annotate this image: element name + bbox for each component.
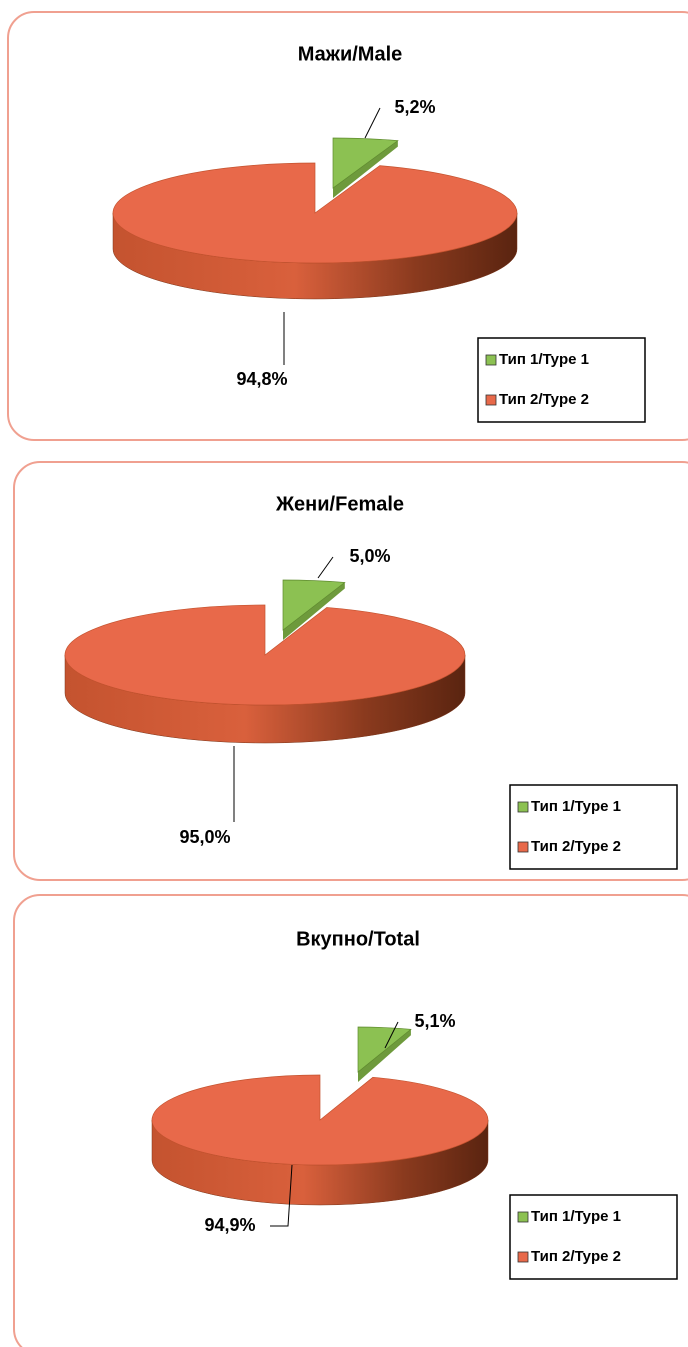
- value-label: 95,0%: [179, 827, 230, 847]
- slice-face: [358, 1029, 411, 1082]
- pie-slice: [357, 1026, 412, 1073]
- chart-title: Жени/Female: [275, 493, 404, 515]
- legend-swatch: [517, 801, 529, 813]
- leader-line: [384, 1021, 399, 1049]
- pie-slice: [64, 604, 466, 706]
- chart-title: Вкупно/Total: [296, 928, 420, 950]
- legend-label: Тип 1/Type 1: [531, 798, 621, 815]
- chart-title: Мажи/Male: [298, 43, 403, 65]
- legend-swatch: [485, 354, 497, 366]
- legend-label: Тип 1/Type 1: [499, 351, 589, 368]
- legend-swatch: [517, 1251, 529, 1263]
- legend-label: Тип 2/Type 2: [531, 838, 621, 855]
- legend-box: [509, 784, 678, 870]
- panel-border: [13, 894, 688, 1347]
- value-label: 5,2%: [394, 97, 435, 117]
- legend-swatch: [517, 841, 529, 853]
- value-label: 94,8%: [236, 369, 287, 389]
- leader-line: [364, 107, 381, 139]
- legend-box: [509, 1194, 678, 1280]
- pie-slice: [332, 137, 399, 189]
- legend-box: [477, 337, 646, 423]
- pie-slice: [112, 162, 518, 264]
- panel-border: [13, 461, 688, 881]
- leader-line: [317, 556, 334, 579]
- pie-slice: [151, 1074, 489, 1166]
- panel-border: [7, 11, 688, 441]
- pie-slice: [282, 579, 346, 631]
- value-label: 5,1%: [414, 1011, 455, 1031]
- legend-swatch: [517, 1211, 529, 1223]
- legend-label: Тип 1/Type 1: [531, 1208, 621, 1225]
- legend-swatch: [485, 394, 497, 406]
- leader-line: [270, 1164, 293, 1227]
- value-label: 94,9%: [204, 1215, 255, 1235]
- slice-face: [283, 582, 345, 640]
- legend-label: Тип 2/Type 2: [531, 1248, 621, 1265]
- slice-face: [333, 140, 398, 198]
- legend-label: Тип 2/Type 2: [499, 391, 589, 408]
- value-label: 5,0%: [349, 546, 390, 566]
